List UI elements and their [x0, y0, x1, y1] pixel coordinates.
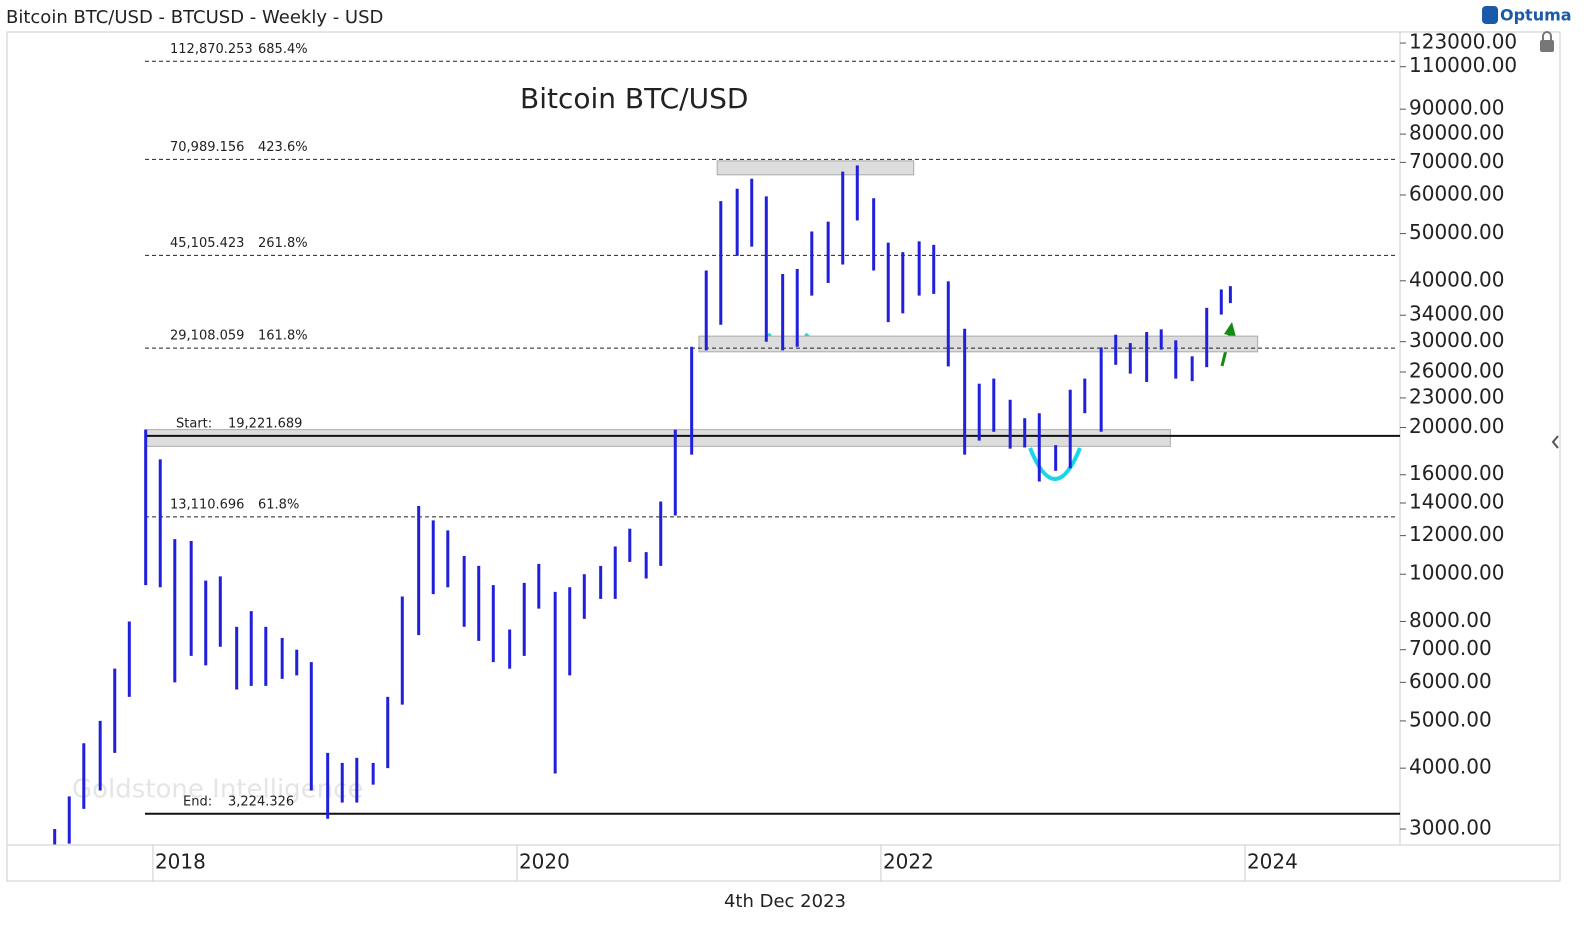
y-tick-label: 3000.00: [1409, 816, 1492, 840]
y-tick-label: 4000.00: [1409, 755, 1492, 779]
fib-percent: 61.8%: [258, 497, 299, 512]
y-tick-label: 16000.00: [1409, 461, 1504, 485]
fib-percent: 161.8%: [258, 329, 308, 344]
y-tick-label: 90000.00: [1409, 96, 1504, 120]
y-tick-label: 10000.00: [1409, 561, 1504, 585]
chart-title: Bitcoin BTC/USD: [520, 82, 748, 115]
x-tick-label: 2018: [155, 850, 206, 874]
date-label: 4th Dec 2023: [724, 891, 846, 912]
y-tick-label: 5000.00: [1409, 707, 1492, 731]
x-tick-label: 2022: [883, 850, 934, 874]
fib-percent: 261.8%: [258, 236, 308, 251]
y-tick-label: 34000.00: [1409, 302, 1504, 326]
y-tick-label: 50000.00: [1409, 220, 1504, 244]
fib-value: 29,108.059: [170, 329, 244, 344]
y-tick-label: 8000.00: [1409, 608, 1492, 632]
watermark: Goldstone Intelligence: [72, 775, 363, 805]
y-tick-label: 30000.00: [1409, 328, 1504, 352]
fib-value: 112,870.253: [170, 42, 253, 57]
logo-icon: [1482, 6, 1498, 24]
y-tick-label: 40000.00: [1409, 267, 1504, 291]
x-axis-frame: [6, 844, 1561, 882]
y-tick-label: 26000.00: [1409, 358, 1504, 382]
y-tick-label: 14000.00: [1409, 490, 1504, 514]
y-tick-label: 20000.00: [1409, 414, 1504, 438]
y-tick-label: 6000.00: [1409, 669, 1492, 693]
bound-name: Start:: [176, 416, 212, 431]
fib-value: 13,110.696: [170, 497, 244, 512]
y-tick-label: 23000.00: [1409, 384, 1504, 408]
x-tick-label: 2020: [519, 850, 570, 874]
y-tick-label: 80000.00: [1409, 121, 1504, 145]
y-tick-label: 7000.00: [1409, 636, 1492, 660]
bound-value: 3,224.326: [228, 794, 294, 809]
fib-percent: 685.4%: [258, 42, 308, 57]
x-tick-label: 2024: [1247, 850, 1298, 874]
zone: [716, 160, 915, 176]
y-tick-label: 60000.00: [1409, 181, 1504, 205]
y-tick-label: 123000.00: [1409, 30, 1517, 54]
header: Bitcoin BTC/USD - BTCUSD - Weekly - USD: [6, 7, 383, 28]
zone: [145, 429, 1171, 447]
y-axis-frame: [1399, 31, 1561, 846]
bound-value: 19,221.689: [228, 416, 302, 431]
bound-name: End:: [183, 794, 212, 809]
collapse-arrow[interactable]: [1551, 435, 1559, 449]
lock-icon[interactable]: [1540, 40, 1554, 52]
y-tick-label: 12000.00: [1409, 522, 1504, 546]
fib-value: 45,105.423: [170, 236, 244, 251]
y-tick-label: 70000.00: [1409, 149, 1504, 173]
trend-arrow-head: [1224, 322, 1236, 337]
logo: Optuma: [1500, 6, 1572, 25]
y-tick-label: 110000.00: [1409, 53, 1517, 77]
highlight-arc: [1028, 447, 1082, 481]
fib-value: 70,989.156: [170, 140, 244, 155]
fib-percent: 423.6%: [258, 140, 308, 155]
lock-shackle: [1542, 31, 1552, 40]
